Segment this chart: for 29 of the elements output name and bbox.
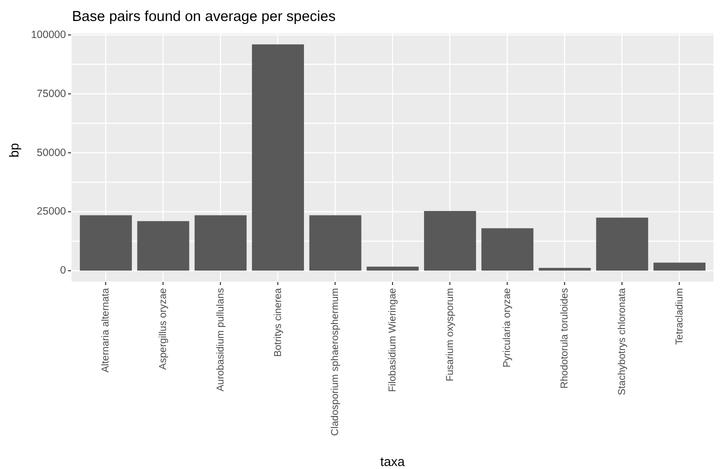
bar	[80, 215, 132, 271]
y-tick-label: 0	[60, 264, 66, 277]
y-tick-label: 75000	[36, 88, 66, 100]
x-axis-title: taxa	[380, 454, 406, 469]
bar	[194, 215, 247, 271]
x-tick-label: Filobasidium Wieringae	[387, 288, 398, 392]
x-tick-label: Botritys cinerea	[272, 288, 284, 357]
bar	[366, 266, 419, 271]
y-tick-label: 100000	[30, 28, 66, 41]
x-tick-label: Rhodotorula toruloides	[559, 288, 570, 389]
bar	[252, 44, 304, 271]
x-tick-label: Fusarium oxysporum	[444, 288, 456, 382]
bar	[424, 211, 476, 271]
x-tick-label: Pyricularia oryzae	[502, 288, 513, 368]
y-axis-title: bp	[6, 143, 22, 158]
x-tick-label: Tetracladium	[674, 288, 685, 345]
bar	[654, 262, 706, 271]
x-tick-label: Alternaria alternata	[100, 288, 112, 372]
bar	[596, 218, 648, 271]
bar	[137, 221, 190, 271]
x-tick-label: Aurobasidium pullulans	[214, 288, 226, 392]
bar	[309, 215, 362, 271]
y-tick-label: 25000	[36, 206, 66, 218]
x-tick-label: Cladosporium sphaerosphermum	[330, 288, 341, 436]
bar	[481, 228, 534, 271]
x-tick-label: Stachybotrys chloronata	[616, 288, 628, 396]
y-tick-label: 50000	[36, 146, 66, 159]
chart-title: Base pairs found on average per species	[72, 8, 336, 26]
x-tick-label: Aspergillus oryzae	[158, 288, 169, 370]
